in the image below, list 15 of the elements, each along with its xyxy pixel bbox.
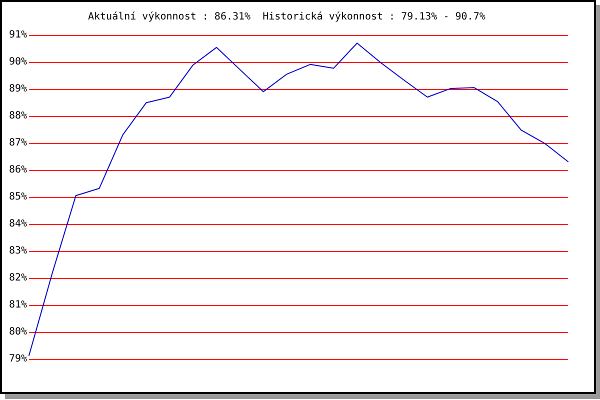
y-tick-label: 87% — [8, 138, 27, 148]
y-tick-label: 83% — [8, 246, 27, 256]
y-tick-label: 82% — [8, 272, 27, 284]
y-tick-label: 85% — [8, 192, 27, 202]
chart-title: Aktuální výkonnost : 86.31% Historická výkonnost : 79.13% - 90.7% — [88, 12, 486, 22]
y-tick-label: 84% — [8, 218, 27, 230]
y-tick-label: 88% — [8, 110, 27, 122]
y-tick-label: 86% — [8, 164, 27, 176]
y-tick-label: 79% — [8, 354, 27, 364]
y-tick-label: 81% — [8, 300, 27, 310]
y-tick-label: 80% — [8, 326, 27, 338]
line-series — [28, 42, 568, 356]
y-tick-label: 89% — [8, 84, 27, 94]
y-tick-label: 90% — [8, 56, 27, 68]
y-tick-label: 91% — [8, 30, 27, 40]
